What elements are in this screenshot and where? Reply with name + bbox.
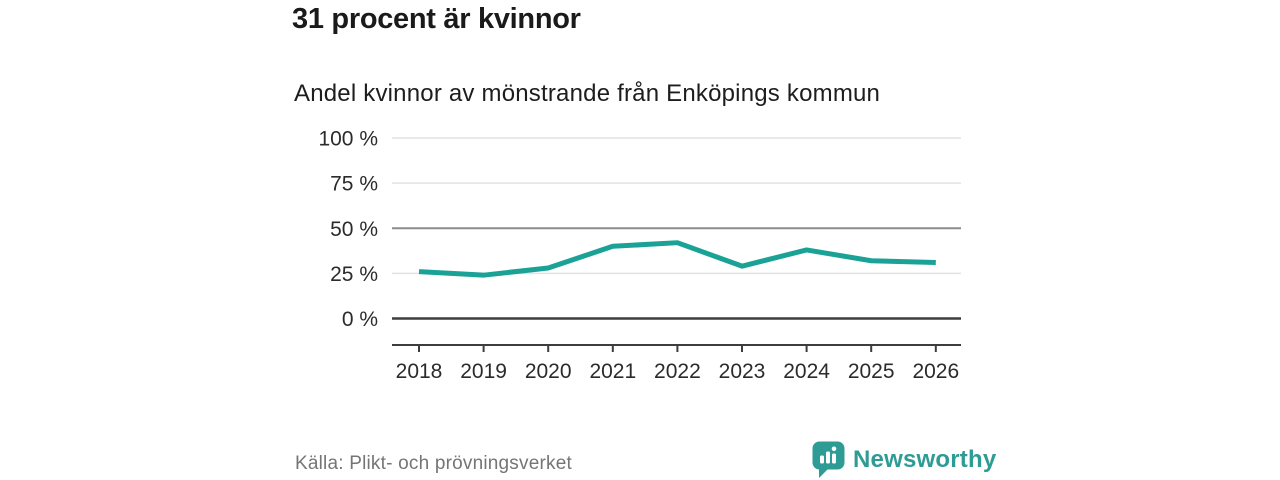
data-line-andel-kvinnor: [418, 240, 936, 278]
source-note: Källa: Plikt- och prövningsverket: [295, 453, 572, 474]
x-axis-label: 2026: [912, 360, 959, 383]
chart-subtitle: Andel kvinnor av mönstrande från Enköpin…: [294, 80, 881, 107]
newsworthy-logo: Newsworthy: [812, 441, 996, 478]
chart-title: 31 procent är kvinnor: [292, 3, 581, 35]
x-axis-label: 2023: [719, 360, 766, 383]
x-axis-label: 2025: [848, 360, 895, 383]
y-axis-label: 75 %: [330, 173, 378, 196]
logo-dot: [831, 446, 837, 452]
logo-bar-2: [826, 451, 830, 464]
newsworthy-logo-icon: [812, 441, 845, 478]
y-axis-label: 100 %: [318, 128, 378, 151]
x-axis-label: 2021: [589, 360, 636, 383]
x-axis-label: 2022: [654, 360, 701, 383]
logo-bubble-tail: [819, 467, 830, 478]
newsworthy-logo-text: Newsworthy: [853, 445, 997, 473]
logo-bar-3: [832, 453, 836, 464]
x-axis-label: 2020: [525, 360, 572, 383]
x-axis-label: 2019: [460, 360, 507, 383]
y-axis-label: 50 %: [330, 218, 378, 241]
x-axis-label: 2024: [783, 360, 830, 383]
y-axis-label: 25 %: [330, 263, 378, 286]
y-axis-label: 0 %: [342, 308, 378, 331]
logo-bar-1: [820, 455, 824, 464]
x-axis-label: 2018: [396, 360, 443, 383]
